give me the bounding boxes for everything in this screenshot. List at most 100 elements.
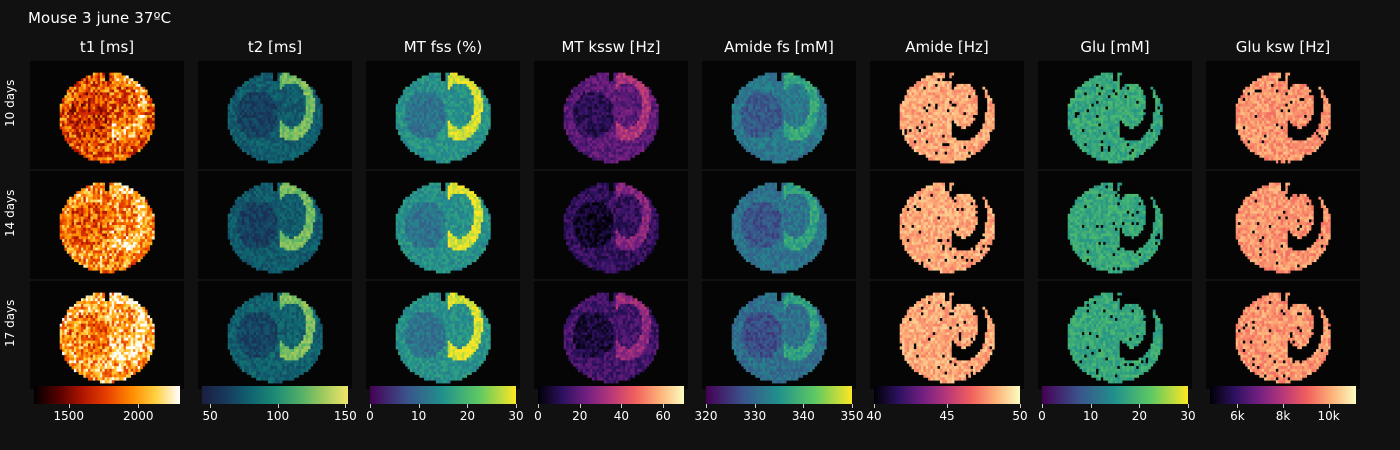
- heatmap-cell: [81, 360, 84, 364]
- heatmap-cell: [296, 199, 300, 203]
- heatmap-cell: [291, 140, 295, 144]
- heatmap-cell: [251, 202, 255, 206]
- heatmap-cell: [90, 309, 94, 313]
- heatmap-cell: [114, 72, 117, 76]
- heatmap-cell: [239, 208, 243, 212]
- heatmap-cell: [246, 83, 250, 88]
- heatmap-cell: [90, 157, 94, 161]
- heatmap-cell: [144, 100, 148, 105]
- heatmap-cell: [267, 78, 271, 82]
- heatmap-cell: [109, 256, 113, 260]
- heatmap-cell: [121, 343, 124, 347]
- heatmap-cell: [78, 236, 82, 240]
- heatmap-cell: [97, 261, 101, 265]
- heatmap-cell: [123, 253, 127, 257]
- heatmap-cell: [315, 210, 318, 215]
- heatmap-cell: [71, 354, 75, 358]
- heatmap-cell: [291, 151, 295, 155]
- heatmap-cell: [275, 98, 278, 102]
- heatmap-cell: [81, 146, 84, 150]
- heatmap-cell: [90, 151, 94, 155]
- heatmap-cell: [293, 193, 297, 198]
- heatmap-cell: [142, 92, 146, 96]
- heatmap-cell: [102, 193, 106, 198]
- heatmap-cell: [263, 157, 266, 161]
- heatmap-cell: [97, 320, 101, 325]
- heatmap-cell: [251, 213, 255, 217]
- heatmap-cell: [301, 202, 304, 206]
- heatmap-cell: [256, 188, 259, 192]
- heatmap-cell: [310, 247, 314, 251]
- heatmap-cell: [73, 323, 77, 327]
- heatmap-cell: [128, 100, 132, 105]
- heatmap-cell: [293, 205, 297, 209]
- heatmap-cell: [151, 332, 155, 336]
- heatmap-cell: [88, 258, 91, 263]
- heatmap-cell: [258, 131, 262, 136]
- heatmap-cell: [256, 137, 259, 141]
- heatmap-cell: [286, 98, 290, 102]
- heatmap-cell: [308, 146, 311, 150]
- heatmap-cell: [137, 115, 141, 119]
- heatmap-cell: [149, 343, 153, 347]
- heatmap-cell: [246, 134, 250, 138]
- heatmap-cell: [123, 157, 127, 161]
- heatmap-cell: [104, 126, 108, 130]
- heatmap-cell: [241, 250, 245, 254]
- heatmap-cell: [282, 157, 285, 161]
- heatmap-cell: [95, 258, 98, 263]
- heatmap-cell: [244, 106, 248, 110]
- heatmap-cell: [81, 241, 84, 246]
- heatmap-cell: [121, 335, 124, 339]
- heatmap-cell: [81, 332, 84, 336]
- heatmap-cell: [267, 112, 271, 116]
- heatmap-cell: [83, 137, 87, 141]
- heatmap-cell: [95, 303, 98, 308]
- heatmap-cell: [241, 213, 245, 217]
- heatmap-cell: [305, 216, 309, 220]
- heatmap-cell: [133, 83, 136, 88]
- heatmap-cell: [83, 241, 87, 246]
- heatmap-cell: [107, 134, 110, 138]
- heatmap-cell: [272, 117, 276, 122]
- heatmap-cell: [142, 196, 146, 200]
- heatmap-cell: [83, 247, 87, 251]
- heatmap-cell: [275, 117, 278, 122]
- heatmap-cell: [253, 151, 257, 155]
- heatmap-cell: [137, 326, 141, 330]
- heatmap-cell: [298, 199, 302, 203]
- heatmap-cell: [114, 222, 117, 226]
- heatmap-cell: [83, 298, 87, 302]
- heatmap-cell: [85, 83, 89, 88]
- heatmap-cell: [282, 258, 285, 263]
- heatmap-cell: [95, 109, 98, 113]
- heatmap-cell: [116, 351, 120, 356]
- heatmap-cell: [121, 157, 124, 161]
- heatmap-cell: [135, 81, 139, 85]
- heatmap-cell: [284, 219, 288, 223]
- heatmap-cell: [142, 208, 146, 212]
- heatmap-cell: [116, 89, 120, 93]
- heatmap-cell: [88, 349, 91, 353]
- heatmap-cell: [147, 346, 150, 350]
- heatmap-cell: [249, 196, 252, 200]
- heatmap-cell: [301, 98, 304, 102]
- heatmap-cell: [308, 89, 311, 93]
- heatmap-cell: [296, 236, 300, 240]
- heatmap-cell: [253, 100, 257, 105]
- heatmap-cell: [286, 151, 290, 155]
- heatmap-cell: [256, 236, 259, 240]
- heatmap-cell: [116, 86, 120, 90]
- heatmap-cell: [142, 349, 146, 353]
- heatmap-cell: [121, 244, 124, 248]
- heatmap-cell: [147, 239, 150, 243]
- heatmap-cell: [99, 371, 103, 375]
- heatmap-cell: [246, 222, 250, 226]
- heatmap-cell: [263, 89, 266, 93]
- heatmap-cell: [246, 216, 250, 220]
- heatmap-cell: [144, 216, 148, 220]
- heatmap-cell: [244, 191, 248, 195]
- heatmap-cell: [97, 301, 101, 305]
- heatmap-cell: [301, 103, 304, 107]
- heatmap-cell: [298, 233, 302, 237]
